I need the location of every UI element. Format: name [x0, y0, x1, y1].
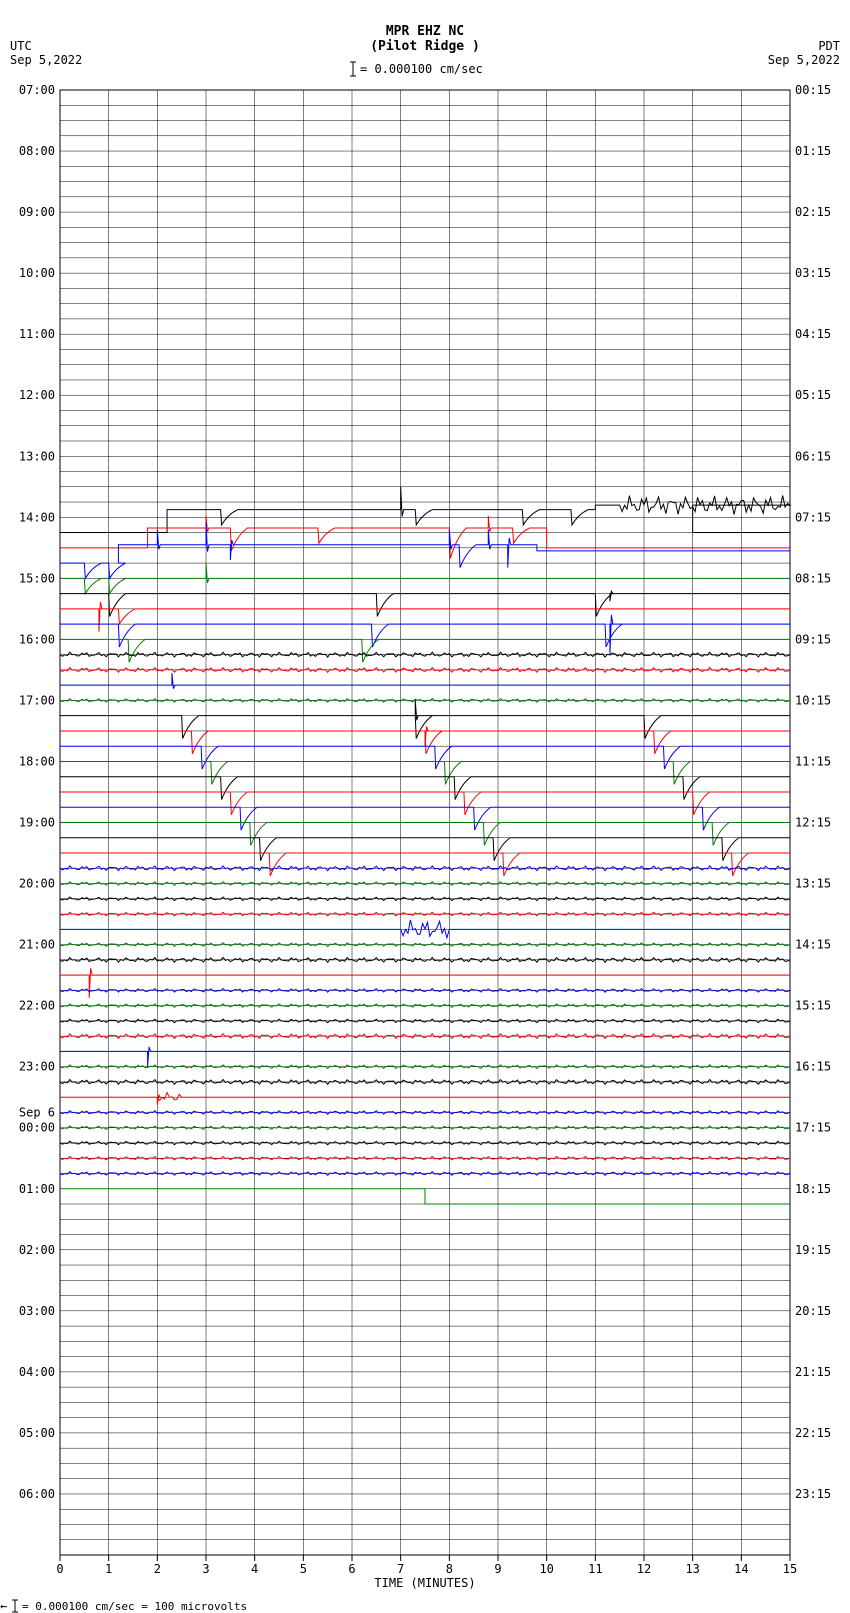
left-time-label: 13:00 — [19, 449, 55, 463]
seismic-trace — [60, 563, 790, 594]
left-time-label: 16:00 — [19, 632, 55, 646]
seismic-trace — [60, 639, 790, 662]
left-time-label: Sep 6 — [19, 1105, 55, 1119]
seismic-trace — [60, 777, 790, 800]
x-tick-label: 1 — [105, 1562, 112, 1576]
x-tick-label: 3 — [202, 1562, 209, 1576]
left-time-label: 00:00 — [19, 1121, 55, 1135]
x-tick-label: 5 — [300, 1562, 307, 1576]
right-time-label: 18:15 — [795, 1182, 831, 1196]
right-time-label: 03:15 — [795, 266, 831, 280]
scale-text: = 0.000100 cm/sec — [360, 62, 483, 76]
seismic-trace — [60, 1092, 790, 1104]
x-tick-label: 9 — [494, 1562, 501, 1576]
left-time-label: 05:00 — [19, 1426, 55, 1440]
station-name: (Pilot Ridge ) — [370, 39, 480, 54]
x-tick-label: 0 — [56, 1562, 63, 1576]
seismic-trace — [60, 1189, 790, 1204]
right-time-label: 07:15 — [795, 510, 831, 524]
x-tick-label: 10 — [539, 1562, 553, 1576]
left-time-label: 22:00 — [19, 999, 55, 1013]
right-time-label: 14:15 — [795, 938, 831, 952]
right-time-label: 10:15 — [795, 693, 831, 707]
left-date-label: Sep 5,2022 — [10, 53, 82, 67]
right-time-label: 13:15 — [795, 877, 831, 891]
x-tick-label: 4 — [251, 1562, 258, 1576]
right-tz-label: PDT — [818, 39, 840, 53]
seismic-trace — [60, 1047, 790, 1067]
svg-text:←: ← — [0, 1599, 7, 1613]
right-time-label: 09:15 — [795, 632, 831, 646]
seismic-trace — [60, 591, 790, 616]
left-time-label: 09:00 — [19, 205, 55, 219]
x-tick-label: 14 — [734, 1562, 748, 1576]
footer-text: = 0.000100 cm/sec = 100 microvolts — [22, 1600, 247, 1613]
left-time-label: 20:00 — [19, 877, 55, 891]
seismic-trace — [60, 853, 790, 876]
seismic-trace — [60, 487, 790, 533]
right-time-label: 02:15 — [795, 205, 831, 219]
x-tick-label: 2 — [154, 1562, 161, 1576]
x-tick-label: 7 — [397, 1562, 404, 1576]
x-tick-label: 15 — [783, 1562, 797, 1576]
seismic-trace — [60, 792, 790, 815]
right-time-label: 08:15 — [795, 571, 831, 585]
left-time-label: 08:00 — [19, 144, 55, 158]
station-code: MPR EHZ NC — [386, 24, 464, 39]
left-time-label: 12:00 — [19, 388, 55, 402]
left-time-label: 21:00 — [19, 938, 55, 952]
right-time-label: 22:15 — [795, 1426, 831, 1440]
seismic-trace — [60, 726, 790, 753]
left-tz-label: UTC — [10, 39, 32, 53]
right-time-label: 20:15 — [795, 1304, 831, 1318]
right-time-label: 16:15 — [795, 1060, 831, 1074]
left-time-label: 19:00 — [19, 816, 55, 830]
seismic-trace — [60, 516, 790, 559]
seismic-trace — [60, 615, 790, 655]
right-date-label: Sep 5,2022 — [768, 53, 840, 67]
right-time-label: 19:15 — [795, 1243, 831, 1257]
seismic-trace — [60, 838, 790, 861]
right-time-label: 00:15 — [795, 83, 831, 97]
left-time-label: 17:00 — [19, 693, 55, 707]
seismic-trace — [60, 761, 790, 784]
right-time-label: 11:15 — [795, 754, 831, 768]
left-time-label: 02:00 — [19, 1243, 55, 1257]
seismic-trace — [60, 823, 790, 846]
seismic-trace — [60, 920, 790, 938]
left-time-label: 07:00 — [19, 83, 55, 97]
right-time-label: 17:15 — [795, 1121, 831, 1135]
seismic-trace — [60, 673, 790, 689]
seismic-trace — [60, 968, 790, 998]
left-time-label: 18:00 — [19, 754, 55, 768]
x-tick-label: 12 — [637, 1562, 651, 1576]
right-time-label: 12:15 — [795, 816, 831, 830]
left-time-label: 10:00 — [19, 266, 55, 280]
left-time-label: 15:00 — [19, 571, 55, 585]
x-tick-label: 13 — [685, 1562, 699, 1576]
right-time-label: 01:15 — [795, 144, 831, 158]
left-time-label: 03:00 — [19, 1304, 55, 1318]
left-time-label: 01:00 — [19, 1182, 55, 1196]
right-time-label: 23:15 — [795, 1487, 831, 1501]
right-time-label: 06:15 — [795, 449, 831, 463]
left-time-label: 04:00 — [19, 1365, 55, 1379]
left-time-label: 23:00 — [19, 1060, 55, 1074]
seismogram-chart: UTCSep 5,2022MPR EHZ NC(Pilot Ridge )= 0… — [0, 0, 850, 1613]
left-time-label: 06:00 — [19, 1487, 55, 1501]
x-tick-label: 6 — [348, 1562, 355, 1576]
seismic-trace — [60, 522, 790, 578]
seismic-trace — [60, 746, 790, 769]
right-time-label: 15:15 — [795, 999, 831, 1013]
x-axis-label: TIME (MINUTES) — [374, 1576, 475, 1590]
left-time-label: 14:00 — [19, 510, 55, 524]
left-time-label: 11:00 — [19, 327, 55, 341]
seismic-trace — [60, 807, 790, 830]
right-time-label: 21:15 — [795, 1365, 831, 1379]
right-time-label: 04:15 — [795, 327, 831, 341]
seismic-trace — [60, 602, 790, 632]
x-tick-label: 8 — [446, 1562, 453, 1576]
x-tick-label: 11 — [588, 1562, 602, 1576]
right-time-label: 05:15 — [795, 388, 831, 402]
